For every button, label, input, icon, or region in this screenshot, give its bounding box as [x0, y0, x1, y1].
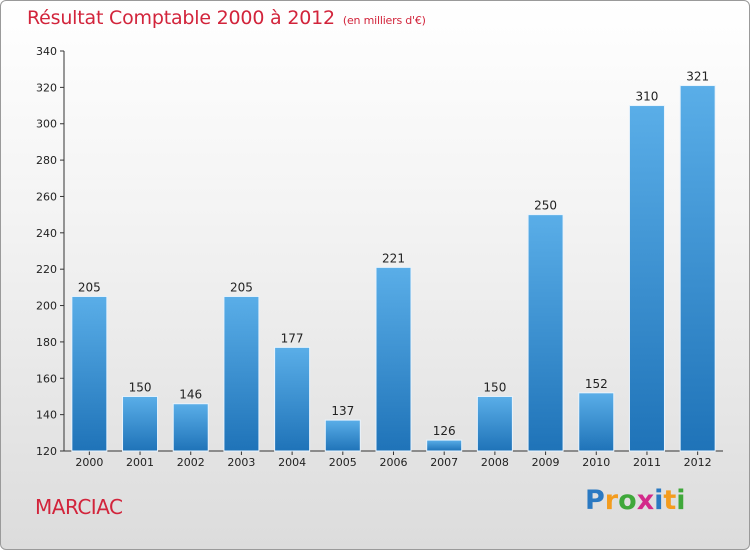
x-tick-label-2012: 2012 — [684, 456, 712, 469]
y-tick-label: 180 — [36, 336, 57, 349]
value-label-2012: 321 — [686, 70, 709, 84]
value-label-2006: 221 — [382, 251, 405, 265]
value-label-2009: 250 — [534, 199, 557, 213]
proxiti-logo: Proxiti — [585, 485, 686, 516]
value-label-2010: 152 — [585, 377, 608, 391]
value-label-2001: 150 — [129, 380, 152, 394]
x-tick-label-2008: 2008 — [481, 456, 509, 469]
y-tick-label: 300 — [36, 118, 57, 131]
bar-2006 — [375, 266, 412, 452]
x-tick-label-2009: 2009 — [532, 456, 560, 469]
bar-2009 — [527, 214, 564, 452]
bar-2004 — [274, 346, 311, 452]
bar-2010 — [578, 392, 615, 452]
bar-2011 — [628, 105, 665, 452]
bars — [71, 85, 716, 452]
y-tick-label: 220 — [36, 263, 57, 276]
y-tick-label: 320 — [36, 81, 57, 94]
logo-letter: x — [636, 485, 655, 516]
bar-2005 — [324, 419, 361, 452]
value-label-2008: 150 — [483, 380, 506, 394]
x-tick-label-2001: 2001 — [126, 456, 154, 469]
bar-2000 — [71, 295, 108, 452]
logo-letter: P — [585, 485, 605, 516]
chart-title: Résultat Comptable 2000 à 2012 (en millie… — [27, 7, 426, 29]
logo-letter: i — [676, 485, 686, 516]
x-tick-label-2004: 2004 — [278, 456, 306, 469]
y-tick-label: 200 — [36, 300, 57, 313]
value-label-2007: 126 — [433, 424, 456, 438]
logo-letter: r — [604, 485, 619, 516]
y-tick-label: 120 — [36, 445, 57, 458]
value-label-2003: 205 — [230, 280, 253, 294]
value-label-2004: 177 — [281, 331, 304, 345]
commune-name: MARCIAC — [35, 495, 123, 519]
y-tick-label: 260 — [36, 190, 57, 203]
value-label-2000: 205 — [78, 280, 101, 294]
bar-2008 — [476, 395, 513, 452]
x-tick-label-2002: 2002 — [177, 456, 205, 469]
bar-2007 — [426, 439, 463, 452]
value-label-2005: 137 — [331, 404, 354, 418]
x-tick-label-2003: 2003 — [227, 456, 255, 469]
labels: 205 150 146 205 177 137 221 126 150 250 152 310 321 — [78, 70, 709, 439]
chart-subtitle: (en milliers d'€) — [342, 14, 426, 27]
bar-2001 — [122, 395, 159, 452]
y-tick-label: 140 — [36, 409, 57, 422]
y-tick-label: 240 — [36, 227, 57, 240]
value-label-2011: 310 — [636, 90, 659, 104]
logo-letter: i — [654, 485, 664, 516]
x-tick-label-2005: 2005 — [329, 456, 357, 469]
chart-title-text: Résultat Comptable 2000 à 2012 — [27, 7, 335, 29]
x-tick-label-2000: 2000 — [75, 456, 103, 469]
y-tick-label: 340 — [36, 45, 57, 58]
logo-letter: t — [663, 485, 677, 516]
bar-2012 — [679, 85, 716, 452]
y-tick-label: 160 — [36, 372, 57, 385]
bar-2002 — [172, 403, 209, 452]
x-tick-label-2011: 2011 — [633, 456, 661, 469]
bar-2003 — [223, 295, 260, 452]
x-tick-label-2006: 2006 — [380, 456, 408, 469]
logo-letter: o — [618, 485, 637, 516]
value-label-2002: 146 — [179, 388, 202, 402]
x-tick-label-2007: 2007 — [430, 456, 458, 469]
y-tick-label: 280 — [36, 154, 57, 167]
x-tick-label-2010: 2010 — [582, 456, 610, 469]
